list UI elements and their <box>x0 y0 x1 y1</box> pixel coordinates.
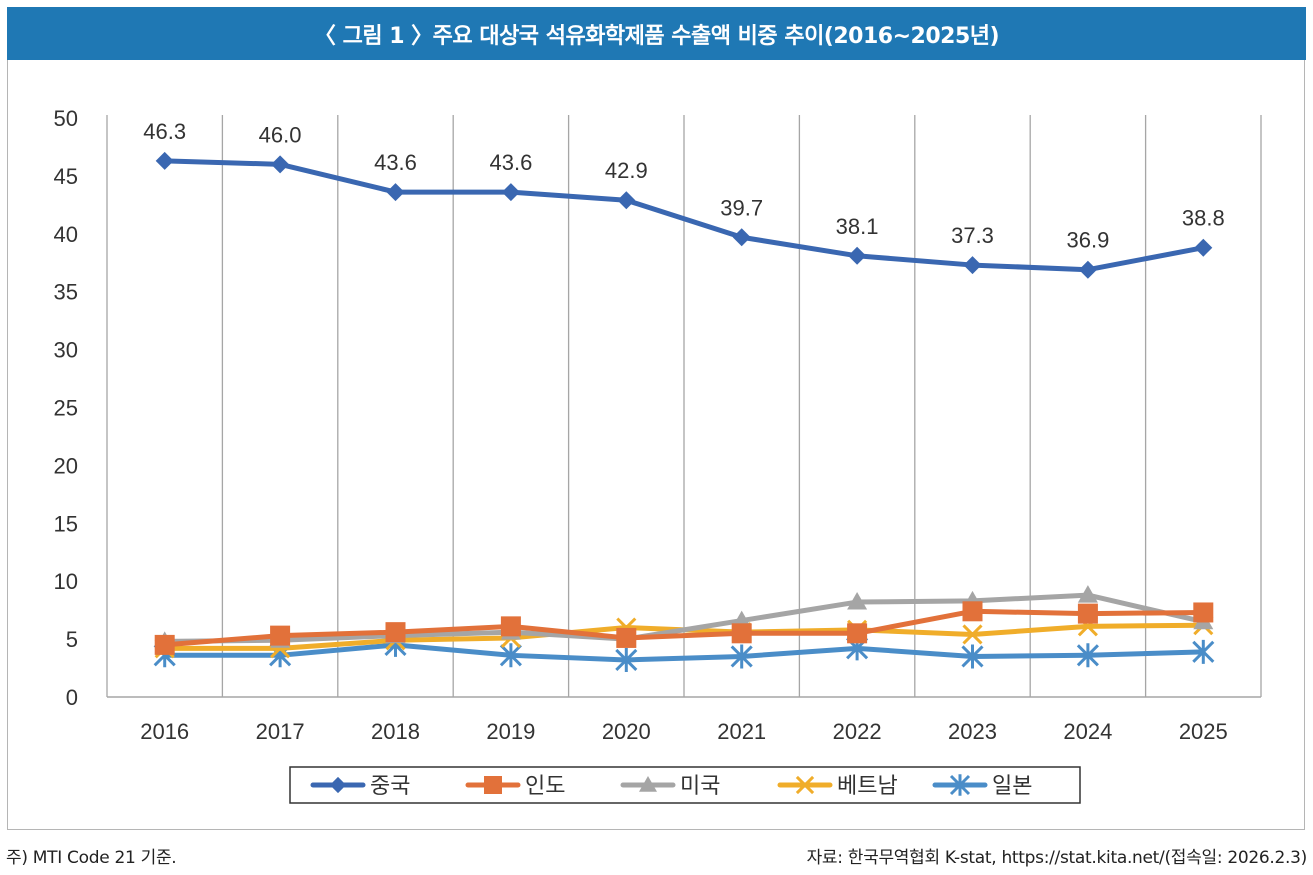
data-point-china <box>848 246 867 265</box>
data-point-japan <box>499 643 522 668</box>
x-tick-label: 2024 <box>1063 719 1112 744</box>
data-point-china <box>155 151 174 170</box>
data-point-china <box>1194 238 1213 257</box>
x-tick-label: 2022 <box>833 719 882 744</box>
legend-label: 미국 <box>680 773 720 798</box>
y-tick-label: 20 <box>54 453 78 478</box>
data-point-india <box>500 616 521 637</box>
data-point-india <box>616 627 637 648</box>
data-label: 36.9 <box>1066 228 1109 253</box>
legend-marker-usa <box>639 776 657 792</box>
data-label: 42.9 <box>605 158 648 183</box>
legend-marker-india <box>484 776 502 794</box>
x-tick-label: 2023 <box>948 719 997 744</box>
series-line-japan <box>164 642 1204 663</box>
y-tick-label: 45 <box>54 164 78 189</box>
data-point-india <box>1193 602 1214 623</box>
data-label: 37.3 <box>951 223 994 248</box>
series-line-usa <box>164 592 1204 644</box>
series-line-china <box>164 158 1204 273</box>
y-tick-label: 0 <box>66 685 78 710</box>
data-label: 46.3 <box>143 119 186 144</box>
footnote: 주) MTI Code 21 기준. <box>6 848 177 868</box>
data-point-japan <box>961 644 984 669</box>
data-label: 46.0 <box>259 122 302 147</box>
data-point-japan <box>730 644 753 669</box>
data-point-india <box>1077 603 1098 624</box>
data-point-japan <box>1076 643 1099 668</box>
data-point-japan <box>615 647 638 672</box>
data-point-japan <box>1192 639 1215 664</box>
data-point-usa <box>847 592 868 610</box>
y-tick-label: 15 <box>54 511 78 536</box>
x-tick-label: 2019 <box>486 719 535 744</box>
legend-label: 일본 <box>992 773 1032 798</box>
figure-title: 〈 그림 1 〉주요 대상국 석유화학제품 수출액 비중 추이(2016~202… <box>7 7 1306 60</box>
data-label: 38.8 <box>1182 206 1225 231</box>
data-point-china <box>617 191 636 210</box>
data-label: 39.7 <box>720 195 763 220</box>
y-tick-label: 10 <box>54 569 78 594</box>
series-line-india <box>164 608 1204 648</box>
legend-label: 인도 <box>525 773 565 798</box>
data-label: 43.6 <box>374 150 417 175</box>
data-point-china <box>963 256 982 275</box>
data-point-india <box>385 622 406 643</box>
data-point-china <box>271 155 290 174</box>
data-point-china <box>386 183 405 202</box>
data-point-india <box>962 601 983 622</box>
data-point-china <box>1078 260 1097 279</box>
x-tick-label: 2021 <box>717 719 766 744</box>
data-point-china <box>501 183 520 202</box>
y-tick-label: 30 <box>54 338 78 363</box>
y-tick-label: 40 <box>54 222 78 247</box>
legend-label: 중국 <box>370 773 410 798</box>
source-note: 자료: 한국무역협회 K-stat, https://stat.kita.net… <box>806 848 1308 868</box>
x-tick-label: 2018 <box>371 719 420 744</box>
legend-marker-japan <box>949 774 971 796</box>
data-label: 43.6 <box>489 150 532 175</box>
figure-frame <box>7 7 1305 830</box>
data-point-usa <box>1077 585 1098 603</box>
data-point-india <box>731 623 752 644</box>
data-point-china <box>732 228 751 247</box>
y-tick-label: 35 <box>54 280 78 305</box>
data-label: 38.1 <box>836 214 879 239</box>
x-tick-label: 2020 <box>602 719 651 744</box>
x-tick-label: 2017 <box>256 719 305 744</box>
data-point-india <box>154 634 175 655</box>
legend-marker-vietnam <box>795 775 815 795</box>
x-tick-label: 2016 <box>140 719 189 744</box>
legend-label: 베트남 <box>837 773 898 798</box>
y-tick-label: 5 <box>66 627 78 652</box>
x-tick-label: 2025 <box>1179 719 1228 744</box>
legend-marker-china <box>329 776 347 794</box>
data-point-india <box>270 625 291 646</box>
y-tick-label: 50 <box>54 106 78 131</box>
data-point-vietnam <box>962 624 983 645</box>
data-point-india <box>847 623 868 644</box>
y-tick-label: 25 <box>54 396 78 421</box>
